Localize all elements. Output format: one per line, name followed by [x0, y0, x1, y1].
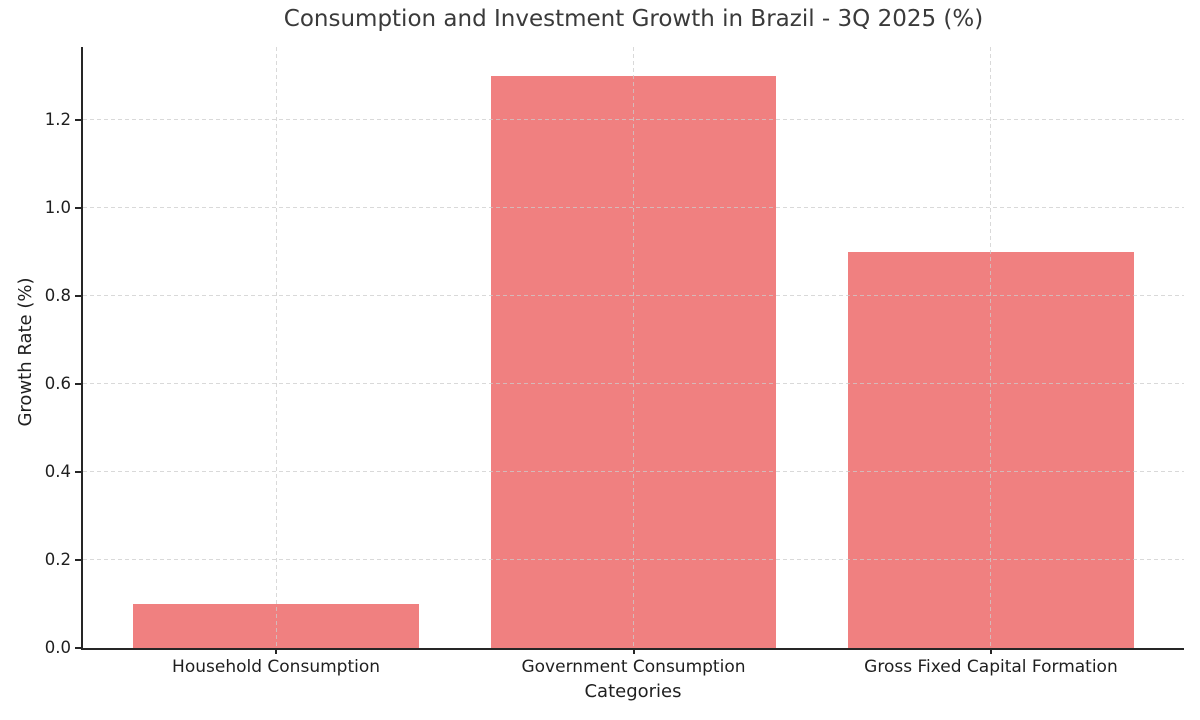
y-tick-mark [75, 647, 81, 649]
y-tick-mark [75, 118, 81, 121]
y-tick-label: 0.6 [44, 373, 71, 393]
x-tick-mark [989, 648, 992, 654]
y-tick-label: 0.2 [44, 549, 71, 569]
chart-title: Consumption and Investment Growth in Bra… [283, 6, 984, 32]
v-gridline [633, 47, 634, 648]
v-gridline [990, 47, 992, 648]
x-tick-label: Household Consumption [172, 657, 381, 677]
y-tick-label: 0.8 [44, 285, 71, 305]
y-tick-label: 1.2 [44, 109, 71, 129]
x-tick-label: Gross Fixed Capital Formation [864, 657, 1118, 677]
y-tick-mark [75, 206, 81, 209]
y-axis-label: Growth Rate (%) [15, 277, 36, 427]
y-tick-mark [75, 382, 81, 385]
x-axis-label: Categories [584, 681, 682, 702]
plot-area: 0.0 0.2 0.4 0.6 0.8 1.0 1.2 Household Consumpti… [45, 47, 1184, 677]
y-tick-mark [75, 294, 81, 297]
y-tick-label: 1.0 [44, 197, 71, 217]
x-tick-mark [632, 648, 635, 654]
x-tick-label: Government Consumption [521, 657, 746, 677]
x-tick-mark [275, 648, 278, 654]
y-tick-mark [75, 470, 81, 473]
y-tick-mark [75, 558, 81, 561]
y-tick-label: 0.4 [44, 461, 71, 481]
y-tick-label: 0.0 [44, 638, 71, 657]
v-gridline [275, 47, 277, 648]
